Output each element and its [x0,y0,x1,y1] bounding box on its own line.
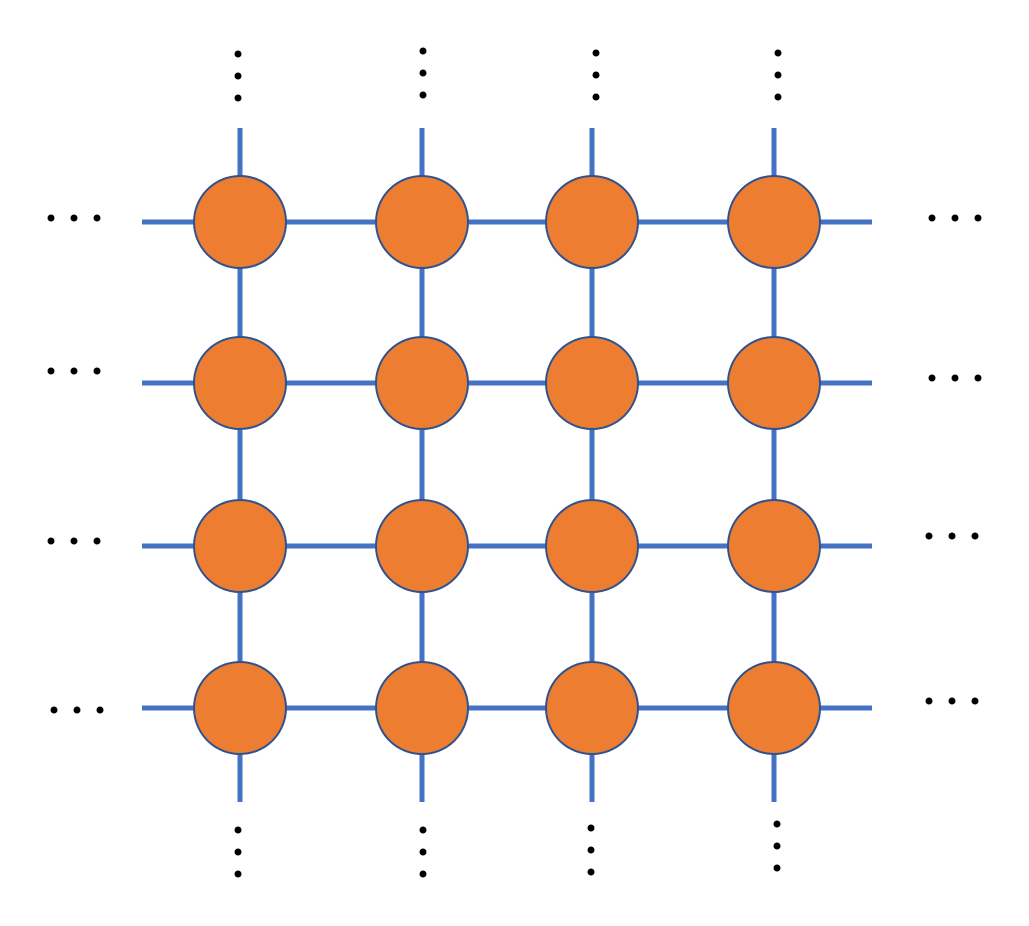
left-ellipsis-row-4 [50,706,104,714]
ellipsis-dot [234,94,242,102]
ellipsis-dot [587,846,595,854]
ellipsis-dot [774,93,782,101]
ellipsis-dot [234,826,242,834]
right-ellipsis-row-2 [928,374,982,382]
lattice-site-r1-c4 [727,175,821,269]
ellipsis-dot [948,697,956,705]
lattice-site-r4-c1 [193,661,287,755]
lattice-site-r4-c2 [375,661,469,755]
ellipsis-dot [70,537,78,545]
ellipsis-dot [592,49,600,57]
ellipsis-dot [774,49,782,57]
lattice-site-r1-c1 [193,175,287,269]
top-ellipsis-col-2 [419,47,427,99]
ellipsis-dot [93,537,101,545]
ellipsis-dot [951,374,959,382]
lattice-site-r2-c1 [193,336,287,430]
lattice-site-r2-c4 [727,336,821,430]
right-ellipsis-row-3 [925,532,979,540]
lattice-site-r4-c3 [545,661,639,755]
ellipsis-dot [948,532,956,540]
ellipsis-dot [971,532,979,540]
lattice-site-r1-c3 [545,175,639,269]
lattice-site-r1-c2 [375,175,469,269]
ellipsis-dot [96,706,104,714]
ellipsis-dot [925,697,933,705]
ellipsis-dot [951,214,959,222]
ellipsis-dot [928,214,936,222]
ellipsis-dot [773,842,781,850]
lattice-continuation-marks [47,47,982,878]
ellipsis-dot [234,848,242,856]
ellipsis-dot [419,848,427,856]
ellipsis-dot [234,50,242,58]
left-ellipsis-row-2 [47,367,101,375]
lattice-site-r3-c1 [193,499,287,593]
lattice-site-r2-c2 [375,336,469,430]
ellipsis-dot [47,367,55,375]
ellipsis-dot [587,824,595,832]
right-ellipsis-row-4 [925,697,979,705]
ellipsis-dot [974,214,982,222]
lattice-site-r4-c4 [727,661,821,755]
ellipsis-dot [93,214,101,222]
bottom-ellipsis-col-3 [587,824,595,876]
ellipsis-dot [234,72,242,80]
ellipsis-dot [234,870,242,878]
ellipsis-dot [419,870,427,878]
lattice-site-r3-c3 [545,499,639,593]
ellipsis-dot [974,374,982,382]
top-ellipsis-col-4 [774,49,782,101]
left-ellipsis-row-3 [47,537,101,545]
top-ellipsis-col-1 [234,50,242,102]
ellipsis-dot [592,93,600,101]
ellipsis-dot [971,697,979,705]
lattice-site-r3-c4 [727,499,821,593]
ellipsis-dot [419,826,427,834]
ellipsis-dot [774,71,782,79]
right-ellipsis-row-1 [928,214,982,222]
ellipsis-dot [587,868,595,876]
bottom-ellipsis-col-1 [234,826,242,878]
ellipsis-dot [93,367,101,375]
ellipsis-dot [47,214,55,222]
ellipsis-dot [70,367,78,375]
lattice-site-r2-c3 [545,336,639,430]
ellipsis-dot [592,71,600,79]
ellipsis-dot [419,47,427,55]
top-ellipsis-col-3 [592,49,600,101]
ellipsis-dot [50,706,58,714]
bottom-ellipsis-col-2 [419,826,427,878]
ellipsis-dot [419,69,427,77]
ellipsis-dot [47,537,55,545]
ellipsis-dot [925,532,933,540]
ellipsis-dot [928,374,936,382]
ellipsis-dot [70,214,78,222]
ellipsis-dot [419,91,427,99]
lattice-sites [193,175,821,755]
ellipsis-dot [773,864,781,872]
ellipsis-dot [773,820,781,828]
left-ellipsis-row-1 [47,214,101,222]
bottom-ellipsis-col-4 [773,820,781,872]
lattice-site-r3-c2 [375,499,469,593]
ellipsis-dot [73,706,81,714]
